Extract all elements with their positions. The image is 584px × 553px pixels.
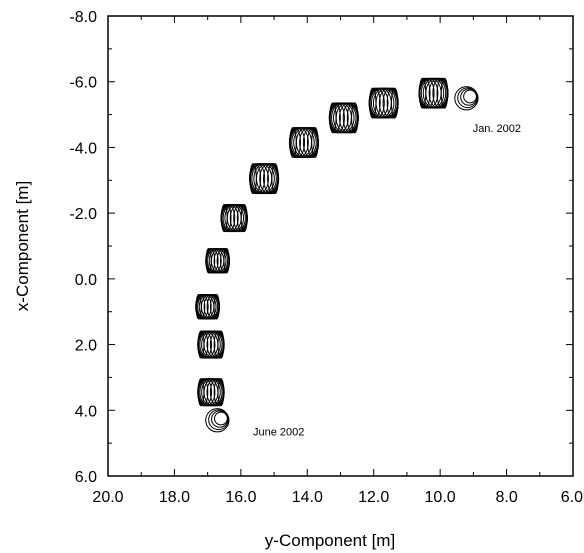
data-point bbox=[457, 87, 479, 109]
y-tick-labels: -8.0 -6.0 -4.0 -2.0 0.0 2.0 4.0 6.0 bbox=[69, 9, 97, 486]
data-point bbox=[390, 87, 399, 119]
x-tick-label: 12.0 bbox=[358, 489, 389, 506]
x-tick-labels: 20.0 18.0 16.0 14.0 12.0 10.0 8.0 6.0 bbox=[92, 489, 583, 506]
x-tick-label: 20.0 bbox=[92, 489, 123, 506]
data-point bbox=[214, 411, 228, 426]
y-tick-label: 0.0 bbox=[75, 272, 97, 289]
y-tick-label: -8.0 bbox=[69, 9, 97, 26]
x-tick-label: 8.0 bbox=[495, 489, 517, 506]
data-point bbox=[213, 294, 220, 320]
data-point bbox=[271, 163, 279, 195]
y-tick-label: -6.0 bbox=[69, 75, 97, 92]
data-point bbox=[440, 77, 449, 109]
data-point bbox=[217, 378, 225, 407]
data-point bbox=[454, 86, 479, 111]
x-tick-label: 18.0 bbox=[159, 489, 190, 506]
data-point bbox=[217, 330, 225, 359]
annotation-june-2002: June 2002 bbox=[253, 426, 304, 438]
data-point bbox=[311, 127, 319, 158]
y-tick-label: -4.0 bbox=[69, 140, 97, 157]
data-point bbox=[351, 102, 359, 134]
data-point bbox=[463, 89, 477, 104]
x-tick-label: 16.0 bbox=[225, 489, 256, 506]
x-tick-label: 10.0 bbox=[425, 489, 456, 506]
y-tick-label: 6.0 bbox=[75, 469, 97, 486]
y-axis-title: x-Component [m] bbox=[13, 181, 32, 311]
data-point bbox=[240, 203, 248, 233]
plot-frame bbox=[107, 15, 574, 477]
x-tick-label: 14.0 bbox=[292, 489, 323, 506]
data-point bbox=[211, 410, 229, 428]
x-axis-title: y-Component [m] bbox=[265, 531, 395, 550]
y-tick-label: -2.0 bbox=[69, 206, 97, 223]
y-tick-label: 4.0 bbox=[75, 403, 97, 420]
data-point bbox=[460, 88, 478, 106]
x-tick-label: 6.0 bbox=[561, 489, 583, 506]
y-tick-label: 2.0 bbox=[75, 338, 97, 355]
data-marks bbox=[195, 77, 479, 433]
data-point bbox=[223, 248, 230, 274]
annotation-jan-2002: Jan. 2002 bbox=[473, 123, 521, 135]
data-point bbox=[205, 408, 230, 433]
axis-ticks bbox=[107, 15, 574, 477]
data-point bbox=[208, 409, 229, 431]
